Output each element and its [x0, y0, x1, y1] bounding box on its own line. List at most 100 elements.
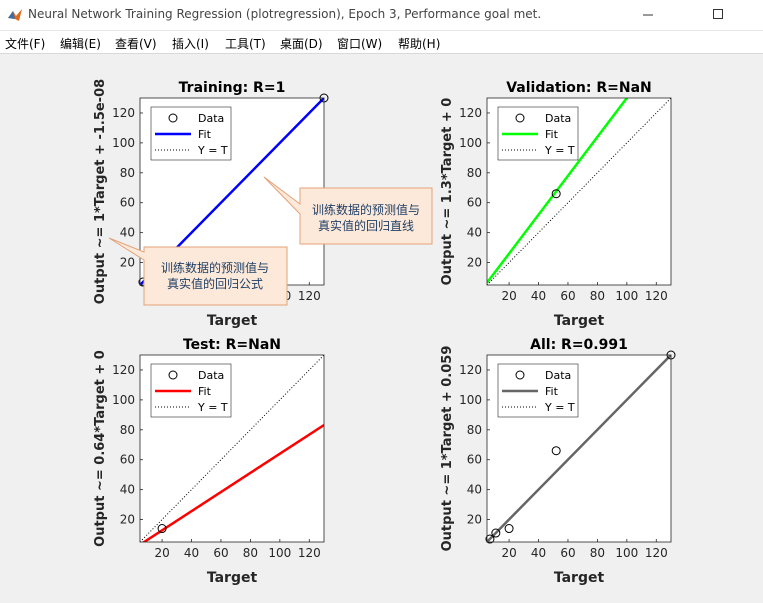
y-tick-label-test-2: 60	[120, 453, 135, 467]
data-point-all-2	[504, 524, 514, 534]
y-tick-label-validation-1: 40	[467, 226, 482, 240]
callout-bottom-line-2: 真实值的回归公式	[167, 276, 263, 291]
maximize-button[interactable]	[695, 0, 741, 30]
axes-box-validation	[486, 97, 672, 286]
menu-desktop[interactable]: 桌面(D)	[280, 37, 323, 51]
chart-validation: 20 40 60 80 100 120 20 40 60 80 100 120 Validation: …	[440, 80, 672, 329]
x-tick-label-test-1: 40	[184, 546, 199, 560]
title-bar: Neural Network Training Regression (plot…	[0, 0, 763, 31]
x-axis-label-training: Target	[207, 313, 258, 329]
y-axis-label-training: Output ~= 1*Target + -1.5e-08	[93, 79, 108, 304]
x-tick-label-test-4: 100	[268, 546, 291, 560]
legend-label-fit-training: Fit	[198, 128, 212, 141]
y-tick-label-training-5: 120	[112, 106, 135, 120]
menu-insert[interactable]: 插入(I)	[172, 37, 209, 51]
window-title: Neural Network Training Regression (plot…	[28, 7, 542, 21]
y-tick-label-test-4: 100	[112, 393, 135, 407]
legend-marker-data-validation	[515, 113, 525, 123]
y-tick-label-training-0: 20	[120, 256, 135, 270]
legend-label-data-all: Data	[545, 369, 571, 382]
legend-label-fit-test: Fit	[198, 385, 212, 398]
legend-marker-data-all	[515, 370, 525, 380]
legend-label-data-validation: Data	[545, 112, 571, 125]
x-tick-label-all-1: 40	[531, 546, 546, 560]
legend-label-identity-test: Y = T	[197, 401, 228, 414]
fit-line-validation	[487, 98, 629, 284]
fit-line-test	[141, 423, 324, 542]
y-tick-label-all-4: 100	[459, 393, 482, 407]
fit-line-all	[487, 355, 671, 542]
legend-label-identity-training: Y = T	[197, 144, 228, 157]
y-tick-label-test-5: 120	[112, 363, 135, 377]
y-tick-label-test-3: 80	[120, 423, 135, 437]
y-tick-label-validation-5: 120	[459, 106, 482, 120]
menu-tools[interactable]: 工具(T)	[225, 37, 266, 51]
legend-marker-data-test	[168, 370, 178, 380]
data-point-all-1	[491, 528, 501, 538]
legend-label-identity-all: Y = T	[544, 401, 575, 414]
x-tick-label-test-5: 120	[298, 546, 321, 560]
menu-view[interactable]: 查看(V)	[115, 37, 157, 51]
y-tick-label-training-1: 40	[120, 226, 135, 240]
chart-title-all: All: R=0.991	[530, 337, 628, 353]
chart-test: 20 40 60 80 100 120 20 40 60 80 100 120 Test: R=NaN T…	[93, 337, 325, 586]
legend-all: Data Fit Y = T	[497, 363, 579, 418]
axes-box-all	[486, 354, 672, 543]
minimize-button[interactable]	[625, 0, 671, 30]
x-axis-label-test: Target	[207, 570, 258, 586]
x-tick-label-validation-5: 120	[645, 289, 668, 303]
axes-box-test	[139, 354, 325, 543]
chart-all: 20 40 60 80 100 120 20 40 60 80 100 120 All: R=0.991…	[440, 337, 676, 586]
chart-title-validation: Validation: R=NaN	[506, 80, 652, 96]
x-tick-label-test-3: 80	[243, 546, 258, 560]
y-tick-label-all-2: 60	[467, 453, 482, 467]
data-point-validation-0	[551, 189, 561, 199]
callout-bottom-line-1: 训练数据的预测值与	[161, 260, 269, 275]
legend-label-data-test: Data	[198, 369, 224, 382]
x-tick-label-validation-2: 60	[560, 289, 575, 303]
regression-figure: 20 40 60 80 100 120 20 40 60 80 100 120 Training: R=…	[93, 79, 676, 586]
menu-help[interactable]: 帮助(H)	[398, 37, 441, 51]
data-point-all-3	[551, 446, 561, 456]
legend-label-fit-validation: Fit	[545, 128, 559, 141]
x-tick-label-training-5: 120	[298, 289, 321, 303]
x-tick-label-validation-4: 100	[615, 289, 638, 303]
callout-top: 训练数据的预测值与 真实值的回归直线	[263, 176, 433, 245]
y-tick-label-all-1: 40	[467, 483, 482, 497]
x-axis-label-validation: Target	[554, 313, 605, 329]
x-tick-label-validation-0: 20	[501, 289, 516, 303]
legend-label-fit-all: Fit	[545, 385, 559, 398]
chart-title-training: Training: R=1	[179, 80, 286, 96]
y-tick-label-validation-0: 20	[467, 256, 482, 270]
y-tick-label-all-5: 120	[459, 363, 482, 377]
legend-label-data-training: Data	[198, 112, 224, 125]
y-tick-label-test-1: 40	[120, 483, 135, 497]
x-tick-label-all-2: 60	[560, 546, 575, 560]
menu-file[interactable]: 文件(F)	[5, 37, 46, 51]
data-point-all-0	[485, 534, 495, 544]
matlab-icon	[8, 9, 22, 21]
legend-training: Data Fit Y = T	[150, 106, 232, 161]
y-tick-label-validation-3: 80	[467, 166, 482, 180]
y-tick-label-validation-2: 60	[467, 196, 482, 210]
x-axis-label-all: Target	[554, 570, 605, 586]
x-tick-label-validation-3: 80	[590, 289, 605, 303]
y-tick-label-test-0: 20	[120, 513, 135, 527]
x-tick-label-all-3: 80	[590, 546, 605, 560]
y-tick-label-validation-4: 100	[459, 136, 482, 150]
legend-validation: Data Fit Y = T	[497, 106, 579, 161]
x-tick-label-all-5: 120	[645, 546, 668, 560]
menu-edit[interactable]: 编辑(E)	[60, 37, 101, 51]
legend-test: Data Fit Y = T	[150, 363, 232, 418]
legend-label-identity-validation: Y = T	[544, 144, 575, 157]
y-tick-label-all-3: 80	[467, 423, 482, 437]
x-tick-label-test-2: 60	[213, 546, 228, 560]
x-tick-label-all-4: 100	[615, 546, 638, 560]
chart-title-test: Test: R=NaN	[183, 337, 281, 353]
y-tick-label-training-3: 80	[120, 166, 135, 180]
figure-area: 20 40 60 80 100 120 20 40 60 80 100 120 Training: R=…	[0, 54, 763, 599]
y-axis-label-test: Output ~= 0.64*Target + 0	[93, 350, 108, 547]
menu-window[interactable]: 窗口(W)	[337, 37, 383, 51]
x-tick-label-test-0: 20	[154, 546, 169, 560]
data-point-test-0	[157, 524, 167, 534]
